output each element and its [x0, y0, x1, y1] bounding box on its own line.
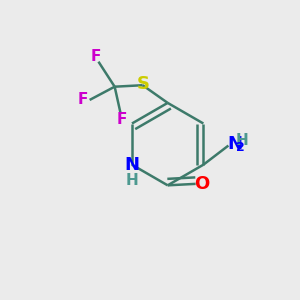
Text: N: N	[228, 135, 243, 153]
Text: F: F	[117, 112, 127, 127]
Text: 2: 2	[236, 141, 244, 154]
Text: N: N	[124, 156, 140, 174]
Text: H: H	[126, 173, 138, 188]
Text: S: S	[137, 75, 150, 93]
Text: O: O	[194, 175, 210, 193]
Text: F: F	[78, 92, 88, 107]
Text: F: F	[90, 49, 101, 64]
Text: H: H	[236, 133, 248, 148]
